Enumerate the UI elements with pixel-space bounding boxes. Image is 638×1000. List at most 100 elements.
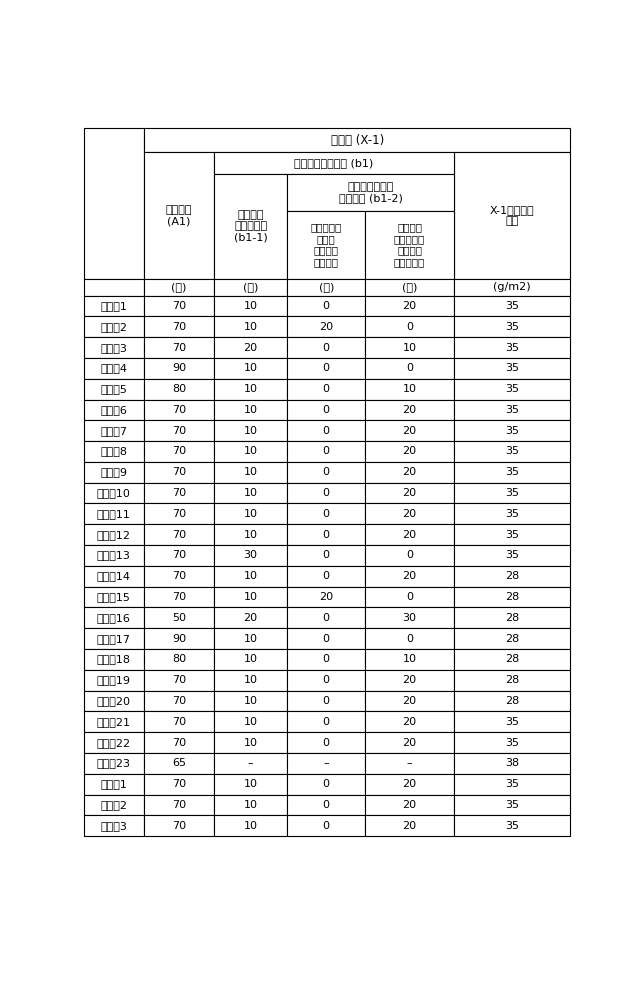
Text: 30: 30 <box>244 550 258 560</box>
Text: 10: 10 <box>244 634 258 644</box>
Text: 20: 20 <box>403 696 417 706</box>
Bar <box>454 379 570 400</box>
Text: 0: 0 <box>323 301 330 311</box>
Bar <box>144 337 214 358</box>
Text: 分支出多个
原纤的
氧化纤维
前体纤维: 分支出多个 原纤的 氧化纤维 前体纤维 <box>311 222 342 267</box>
Text: 0: 0 <box>323 488 330 498</box>
Text: 35: 35 <box>505 343 519 353</box>
Bar <box>144 152 214 279</box>
Text: 70: 70 <box>172 509 186 519</box>
Text: 实施例22: 实施例22 <box>97 738 131 748</box>
Bar <box>454 670 570 691</box>
Bar <box>288 774 365 795</box>
Bar <box>454 566 570 587</box>
Bar <box>214 670 288 691</box>
Text: 70: 70 <box>172 696 186 706</box>
Text: 碳短纤维
(A1): 碳短纤维 (A1) <box>166 205 192 226</box>
Text: 70: 70 <box>172 675 186 685</box>
Bar <box>144 483 214 503</box>
Bar <box>365 566 454 587</box>
Text: 实施例5: 实施例5 <box>100 384 128 394</box>
Text: 0: 0 <box>323 426 330 436</box>
Bar <box>288 279 365 296</box>
Bar <box>144 358 214 379</box>
Bar <box>454 711 570 732</box>
Text: 20: 20 <box>403 509 417 519</box>
Bar <box>214 774 288 795</box>
Text: 10: 10 <box>244 322 258 332</box>
Text: 28: 28 <box>505 571 519 581</box>
Text: 28: 28 <box>505 675 519 685</box>
Text: 20: 20 <box>319 592 333 602</box>
Text: 0: 0 <box>323 571 330 581</box>
Text: 实施例3: 实施例3 <box>100 343 128 353</box>
Text: 实施例23: 实施例23 <box>97 758 131 768</box>
Bar <box>454 358 570 379</box>
Bar <box>214 607 288 628</box>
Text: 0: 0 <box>323 738 330 748</box>
Bar <box>214 711 288 732</box>
Text: (份): (份) <box>318 282 334 292</box>
Text: 20: 20 <box>403 301 417 311</box>
Bar <box>365 545 454 566</box>
Bar <box>144 441 214 462</box>
Bar <box>84 462 144 483</box>
Text: 0: 0 <box>323 654 330 664</box>
Text: 28: 28 <box>505 654 519 664</box>
Text: (份): (份) <box>243 282 258 292</box>
Bar <box>84 420 144 441</box>
Bar <box>288 483 365 503</box>
Bar <box>84 441 144 462</box>
Bar <box>144 628 214 649</box>
Bar <box>454 753 570 774</box>
Text: 65: 65 <box>172 758 186 768</box>
Bar <box>144 670 214 691</box>
Text: 实施例13: 实施例13 <box>97 550 131 560</box>
Bar <box>144 753 214 774</box>
Bar <box>84 587 144 607</box>
Text: 35: 35 <box>505 738 519 748</box>
Bar <box>144 732 214 753</box>
Bar <box>288 524 365 545</box>
Bar <box>214 628 288 649</box>
Text: 38: 38 <box>505 758 519 768</box>
Text: 10: 10 <box>244 467 258 477</box>
Bar <box>144 400 214 420</box>
Text: 0: 0 <box>406 363 413 373</box>
Bar <box>454 732 570 753</box>
Text: 0: 0 <box>323 509 330 519</box>
Text: 10: 10 <box>244 654 258 664</box>
Text: 35: 35 <box>505 384 519 394</box>
Text: 70: 70 <box>172 779 186 789</box>
Text: 0: 0 <box>406 634 413 644</box>
Text: 0: 0 <box>323 363 330 373</box>
Text: 10: 10 <box>244 738 258 748</box>
Bar <box>454 337 570 358</box>
Text: 10: 10 <box>244 696 258 706</box>
Text: 90: 90 <box>172 634 186 644</box>
Bar <box>288 337 365 358</box>
Bar <box>365 358 454 379</box>
Bar <box>214 441 288 462</box>
Text: 35: 35 <box>505 717 519 727</box>
Bar <box>214 566 288 587</box>
Bar <box>84 400 144 420</box>
Text: 10: 10 <box>244 779 258 789</box>
Bar <box>288 503 365 524</box>
Bar <box>365 441 454 462</box>
Text: 35: 35 <box>505 467 519 477</box>
Bar <box>84 732 144 753</box>
Text: 70: 70 <box>172 821 186 831</box>
Text: 实施例20: 实施例20 <box>97 696 131 706</box>
Bar <box>84 566 144 587</box>
Bar <box>288 358 365 379</box>
Text: 0: 0 <box>323 343 330 353</box>
Bar <box>454 691 570 711</box>
Text: 比较例1: 比较例1 <box>100 779 128 789</box>
Text: 70: 70 <box>172 530 186 540</box>
Bar <box>214 732 288 753</box>
Bar <box>288 296 365 316</box>
Bar <box>288 587 365 607</box>
Text: 0: 0 <box>323 467 330 477</box>
Bar <box>365 628 454 649</box>
